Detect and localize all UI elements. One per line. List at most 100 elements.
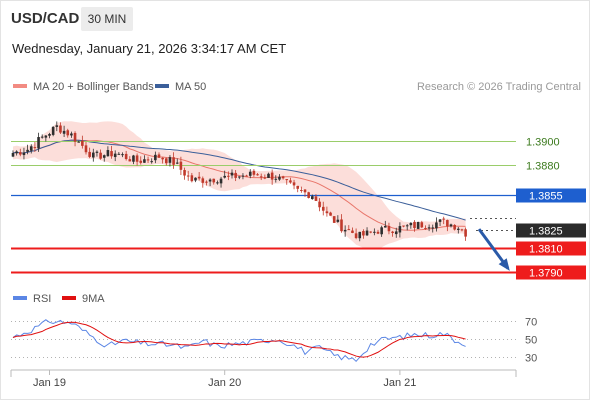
candle-body bbox=[26, 149, 29, 152]
candle-body bbox=[135, 155, 139, 162]
candle-body bbox=[354, 233, 358, 239]
candle bbox=[124, 150, 128, 161]
candle-body bbox=[289, 180, 292, 183]
candle bbox=[165, 157, 168, 166]
candle-body bbox=[274, 178, 278, 180]
candle bbox=[303, 189, 307, 197]
candle bbox=[270, 169, 274, 185]
candle bbox=[325, 206, 329, 217]
candle-body bbox=[216, 182, 219, 184]
candle bbox=[281, 175, 285, 180]
forecast-arrow-head bbox=[498, 258, 510, 271]
candle-body bbox=[139, 160, 143, 163]
candle bbox=[154, 151, 157, 164]
candle-body bbox=[212, 178, 216, 183]
candle bbox=[394, 227, 398, 238]
candle-body bbox=[11, 152, 15, 157]
candle bbox=[245, 174, 248, 177]
candle-body bbox=[197, 176, 201, 179]
legend-swatch-rsi bbox=[13, 296, 27, 300]
level-badge-tip bbox=[516, 223, 520, 238]
candle-body bbox=[442, 218, 445, 220]
level-badge bbox=[516, 188, 586, 203]
candle-body bbox=[311, 196, 314, 200]
candle-body bbox=[256, 174, 259, 176]
candle-body bbox=[81, 140, 84, 146]
candle bbox=[373, 228, 376, 236]
candle bbox=[252, 169, 256, 177]
candle-body bbox=[413, 221, 416, 228]
candle-body bbox=[33, 147, 37, 149]
candle bbox=[311, 194, 314, 200]
candle-body bbox=[99, 152, 102, 159]
candle-body bbox=[314, 196, 318, 201]
candle bbox=[216, 180, 219, 185]
candle bbox=[146, 156, 150, 164]
candle bbox=[234, 170, 237, 182]
candle-body bbox=[292, 182, 296, 186]
candle bbox=[358, 231, 362, 242]
candle-body bbox=[150, 161, 153, 163]
candle bbox=[340, 214, 343, 233]
candle-body bbox=[405, 225, 409, 227]
candle bbox=[241, 173, 245, 180]
rsi-lines bbox=[12, 319, 466, 363]
candle-body bbox=[124, 153, 128, 160]
candle-body bbox=[88, 151, 91, 157]
candle bbox=[343, 225, 347, 237]
candle bbox=[26, 144, 29, 155]
timeframe-button[interactable]: 30 MIN bbox=[81, 7, 133, 31]
candle bbox=[84, 142, 88, 155]
x-tick-label: Jan 19 bbox=[33, 377, 66, 389]
rsi-tick-label: 70 bbox=[525, 317, 537, 329]
candle-body bbox=[186, 175, 190, 177]
candle-body bbox=[307, 192, 310, 198]
candles bbox=[11, 121, 467, 242]
candle-body bbox=[175, 162, 179, 164]
candle-body bbox=[384, 225, 387, 228]
candle-body bbox=[238, 176, 241, 178]
level-badge bbox=[516, 241, 586, 256]
candle bbox=[135, 153, 139, 166]
candle bbox=[318, 198, 321, 212]
level-badge bbox=[516, 223, 586, 238]
candle bbox=[416, 221, 420, 229]
candle-body bbox=[347, 229, 351, 231]
candle bbox=[19, 148, 22, 157]
candle-body bbox=[70, 133, 73, 136]
candle bbox=[446, 219, 449, 232]
candle bbox=[336, 215, 340, 223]
candle bbox=[201, 176, 205, 188]
price-legend: MA 20 + Bollinger Bands MA 50 bbox=[13, 81, 206, 93]
candle-body bbox=[358, 231, 362, 239]
candle-body bbox=[106, 150, 110, 157]
candle bbox=[62, 125, 66, 138]
candle bbox=[15, 150, 18, 156]
candle-body bbox=[318, 201, 321, 208]
candle bbox=[99, 149, 102, 160]
candle-body bbox=[146, 159, 150, 161]
candle-body bbox=[205, 181, 208, 183]
candle bbox=[285, 179, 289, 185]
candle bbox=[300, 186, 303, 193]
candle-body bbox=[245, 175, 248, 177]
candle-body bbox=[332, 216, 336, 223]
candle-body bbox=[457, 228, 460, 230]
candle bbox=[81, 135, 84, 149]
candle-body bbox=[329, 212, 332, 216]
candle-body bbox=[420, 222, 424, 228]
candle-body bbox=[172, 157, 175, 165]
candle bbox=[438, 218, 442, 227]
price-levels: 1.3900 1.3880 1.3855 1.3825 1.3810 1.3790 bbox=[11, 137, 586, 280]
candle bbox=[139, 156, 143, 165]
candle bbox=[263, 174, 267, 180]
candle-body bbox=[402, 225, 405, 227]
candle bbox=[179, 156, 183, 176]
candle bbox=[460, 228, 464, 232]
candle bbox=[296, 185, 299, 193]
x-axis-ticks: Jan 19 Jan 20 Jan 21 bbox=[10, 370, 416, 389]
candle-body bbox=[394, 231, 398, 235]
candle-body bbox=[387, 225, 391, 232]
candle-body bbox=[343, 229, 347, 232]
rsi-line bbox=[12, 319, 466, 363]
